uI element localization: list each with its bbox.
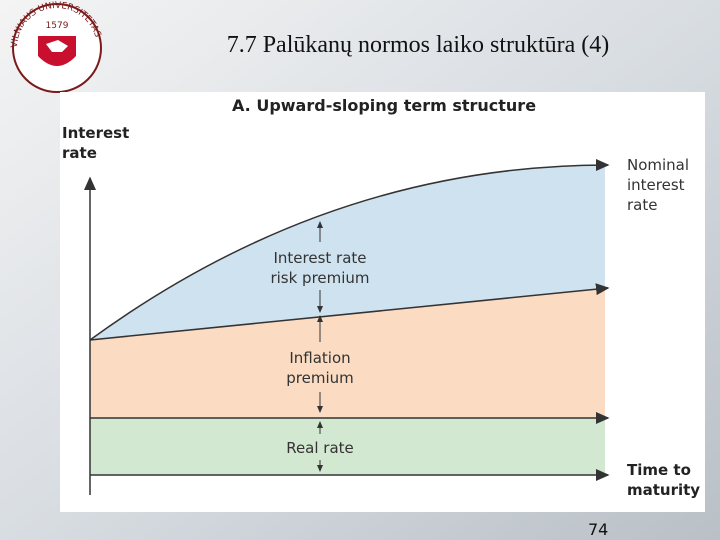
band-label: Inflation [289, 349, 350, 367]
curve-label: Nominal [627, 156, 689, 174]
logo-year: 1579 [46, 21, 69, 31]
slide-title: 7.7 Palūkanų normos laiko struktūra (4) [227, 32, 610, 58]
band-label: Real rate [286, 439, 354, 457]
band-label: Interest rate [273, 249, 366, 267]
real-plus-inflation-line [89, 283, 610, 341]
risk-premium-band [90, 165, 605, 340]
y-axis-label: Interest [62, 124, 129, 142]
band-label: risk premium [270, 269, 369, 287]
logo: VILNIAUS UNIVERSITETAS 1579 [10, 1, 102, 93]
y-axis-label: rate [62, 144, 97, 162]
inflation-band [90, 288, 605, 418]
real-rate-band [90, 418, 605, 475]
diagram-title: A. Upward-sloping term structure [232, 96, 536, 115]
page-number: 74 [588, 520, 608, 539]
diagram: A. Upward-sloping term structure Interes… [60, 92, 705, 512]
nominal-rate-line [89, 159, 610, 341]
x-axis-label: Time to [627, 461, 691, 479]
x-axis-label: maturity [627, 481, 700, 499]
band-label: premium [286, 369, 354, 387]
curve-label: rate [627, 196, 657, 214]
curve-label: interest [627, 176, 685, 194]
